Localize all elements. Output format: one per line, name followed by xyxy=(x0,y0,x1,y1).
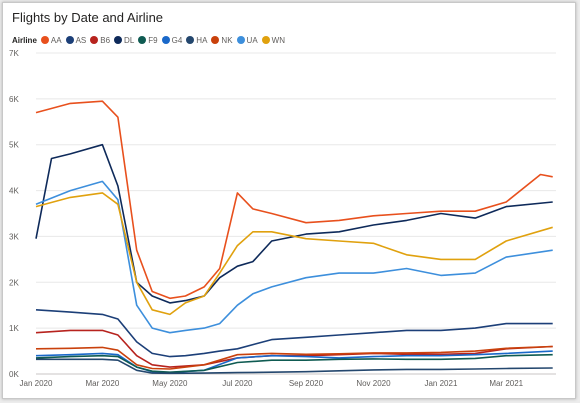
legend-item-aa[interactable]: AA xyxy=(40,35,62,45)
y-tick-label: 5K xyxy=(9,141,19,150)
series-lines xyxy=(35,100,553,375)
series-line-as[interactable] xyxy=(35,309,553,358)
legend-title: Airline xyxy=(12,35,37,45)
legend-label: AA xyxy=(50,35,62,45)
legend-item-ha[interactable]: HA xyxy=(186,36,207,45)
series-line-aa[interactable] xyxy=(35,100,553,300)
y-tick-label: 6K xyxy=(9,95,19,104)
legend-label: G4 xyxy=(171,35,183,45)
series-line-dl[interactable] xyxy=(35,143,553,304)
legend-marker xyxy=(138,36,147,44)
legend-item-b6[interactable]: B6 xyxy=(90,36,110,45)
y-tick-label: 3K xyxy=(9,232,19,241)
legend-marker xyxy=(40,36,49,44)
legend-label: DL xyxy=(124,35,135,45)
y-tick-label: 7K xyxy=(9,49,19,58)
x-tick-label: Jan 2021 xyxy=(424,379,457,388)
legend-marker xyxy=(211,36,220,44)
x-tick-label: Mar 2021 xyxy=(489,379,523,388)
legend-marker xyxy=(186,36,195,44)
legend-item-nk[interactable]: NK xyxy=(211,35,233,45)
legend-label: F9 xyxy=(148,35,158,45)
legend-item-ua[interactable]: UA xyxy=(236,35,258,45)
chart-card: Flights by Date and Airline Airline AA AS… xyxy=(2,2,576,399)
legend-label: NK xyxy=(221,35,233,45)
series-line-ha[interactable] xyxy=(36,358,553,375)
y-tick-label: 0K xyxy=(9,370,19,379)
legend-item-dl[interactable]: DL xyxy=(114,36,134,45)
series-line-ua[interactable] xyxy=(35,180,553,334)
series-line-f9[interactable] xyxy=(35,353,553,374)
y-tick-label: 1K xyxy=(9,324,19,333)
x-tick-label: Mar 2020 xyxy=(85,379,119,388)
legend-marker xyxy=(90,36,99,44)
legend-label: B6 xyxy=(100,35,111,45)
legend-label: HA xyxy=(196,35,208,45)
legend-label: UA xyxy=(246,35,258,45)
legend-marker xyxy=(261,36,270,44)
y-axis: 0K 1K 2K 3K 4K 5K 6K 7K xyxy=(9,49,19,379)
chart-title: Flights by Date and Airline xyxy=(12,10,164,25)
chart-legend[interactable]: Airline AA AS B6 DL F9 G4 HA NK UA WN xyxy=(12,33,289,47)
x-tick-label: Jan 2020 xyxy=(20,379,53,388)
series-line-nk[interactable] xyxy=(35,345,553,370)
x-tick-label: May 2020 xyxy=(152,379,188,388)
y-tick-label: 2K xyxy=(9,278,19,287)
legend-marker xyxy=(236,36,245,44)
legend-label: AS xyxy=(75,35,87,45)
x-tick-label: Jul 2020 xyxy=(222,379,253,388)
y-tick-label: 4K xyxy=(9,187,19,196)
x-axis: Jan 2020 Mar 2020 May 2020 Jul 2020 Sep 2020… xyxy=(20,379,524,388)
legend-marker xyxy=(65,36,74,44)
gridlines xyxy=(36,52,556,375)
legend-item-g4[interactable]: G4 xyxy=(161,35,183,45)
x-tick-label: Sep 2020 xyxy=(289,379,324,388)
x-tick-label: Nov 2020 xyxy=(356,379,391,388)
series-line-wn[interactable] xyxy=(35,192,553,316)
legend-marker xyxy=(161,36,170,44)
legend-marker xyxy=(114,36,123,44)
legend-item-as[interactable]: AS xyxy=(65,35,87,45)
series-line-g4[interactable] xyxy=(35,350,553,374)
legend-item-wn[interactable]: WN xyxy=(261,35,285,45)
legend-label: WN xyxy=(271,35,285,45)
legend-item-f9[interactable]: F9 xyxy=(138,35,158,45)
